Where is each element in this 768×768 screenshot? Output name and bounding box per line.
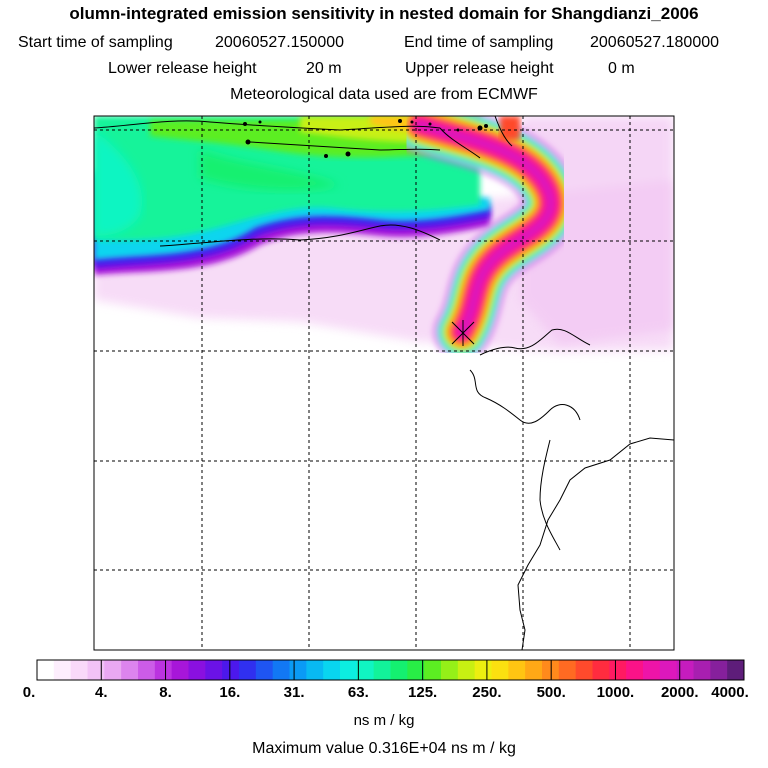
colorbar-swatch [491, 660, 509, 680]
lower-release-label: Lower release height [108, 60, 257, 77]
max-value-label: Maximum value [252, 740, 365, 757]
colorbar-swatch [239, 660, 257, 680]
max-value-units: ns m / kg [450, 740, 516, 757]
start-time-value: 20060527.150000 [215, 34, 345, 51]
colorbar-swatch [609, 660, 627, 680]
colorbar-swatch [676, 660, 694, 680]
colorbar-swatch [87, 660, 105, 680]
colorbar-swatch [407, 660, 425, 680]
colorbar-swatch [255, 660, 274, 680]
colorbar-swatch [306, 660, 324, 680]
colorbar [36, 660, 745, 680]
colorbar-swatch [53, 660, 72, 680]
colorbar-tick-label: 2000. [660, 684, 699, 701]
map-frame [93, 115, 675, 651]
colorbar-swatch [222, 660, 240, 680]
release-site-marker [451, 320, 475, 346]
colorbar-tick-label: 4. [95, 684, 108, 701]
sensitivity-field [94, 116, 674, 650]
colorbar-tick-label: 16. [219, 684, 241, 701]
colorbar-swatch [643, 660, 661, 680]
end-time-value: 20060527.180000 [590, 34, 720, 51]
colorbar-swatch [525, 660, 543, 680]
colorbar-swatch [188, 660, 206, 680]
colorbar-swatch [121, 660, 139, 680]
colorbar-tick-label: 63. [347, 684, 369, 701]
plot-title: olumn-integrated emission sensitivity in… [69, 4, 699, 23]
colorbar-swatch [138, 660, 156, 680]
colorbar-tick-label: 8. [159, 684, 172, 701]
colorbar-frame [36, 659, 745, 681]
colorbar-tick-label: 1000. [596, 684, 635, 701]
upper-release-value: 0 m [608, 60, 635, 77]
colorbar-swatch [474, 660, 492, 680]
colorbar-swatch [289, 660, 307, 680]
colorbar-swatch [659, 660, 678, 680]
colorbar-swatch [457, 660, 476, 680]
colorbar-units: ns m / kg [353, 712, 415, 729]
colorbar-tick-label: 125. [408, 684, 438, 701]
colorbar-swatch [272, 660, 290, 680]
upper-release-label: Upper release height [405, 60, 554, 77]
colorbar-swatch [323, 660, 341, 680]
colorbar-swatch [693, 660, 711, 680]
colorbar-swatch [575, 660, 593, 680]
maximum-value-line: Maximum value 0.316E+04 ns m / kg [0, 740, 768, 758]
colorbar-tick-label: 0. [22, 684, 36, 701]
colorbar-tick-label: 4000. [711, 684, 749, 701]
colorbar-swatch [424, 660, 442, 680]
lower-release-value: 20 m [306, 60, 342, 77]
colorbar-swatch [390, 660, 408, 680]
colorbar-swatch [205, 660, 223, 680]
colorbar-swatch [710, 660, 728, 680]
city-markers [243, 119, 488, 158]
colorbar-swatch [626, 660, 644, 680]
end-time-label: End time of sampling [404, 34, 554, 51]
colorbar-swatch [340, 660, 358, 680]
max-value: 0.316E+04 [368, 740, 447, 757]
colorbar-swatch [441, 660, 459, 680]
colorbar-swatch [37, 660, 55, 680]
colorbar-swatch [356, 660, 375, 680]
colorbar-swatch [508, 660, 526, 680]
start-time-label: Start time of sampling [18, 34, 173, 51]
colorbar-tick-label: 500. [536, 684, 566, 701]
colorbar-swatch [542, 660, 560, 680]
colorbar-swatch [727, 660, 745, 680]
colorbar-tick-label: 250. [472, 684, 502, 701]
colorbar-swatch [558, 660, 577, 680]
colorbar-swatch [154, 660, 173, 680]
colorbar-swatch [373, 660, 391, 680]
map-grid [94, 116, 674, 650]
colorbar-swatch [104, 660, 122, 680]
colorbar-swatch [592, 660, 610, 680]
colorbar-swatch [171, 660, 189, 680]
colorbar-tick-label: 31. [283, 684, 305, 701]
meteo-source: Meteorological data used are from ECMWF [230, 86, 538, 103]
colorbar-swatch [70, 660, 88, 680]
